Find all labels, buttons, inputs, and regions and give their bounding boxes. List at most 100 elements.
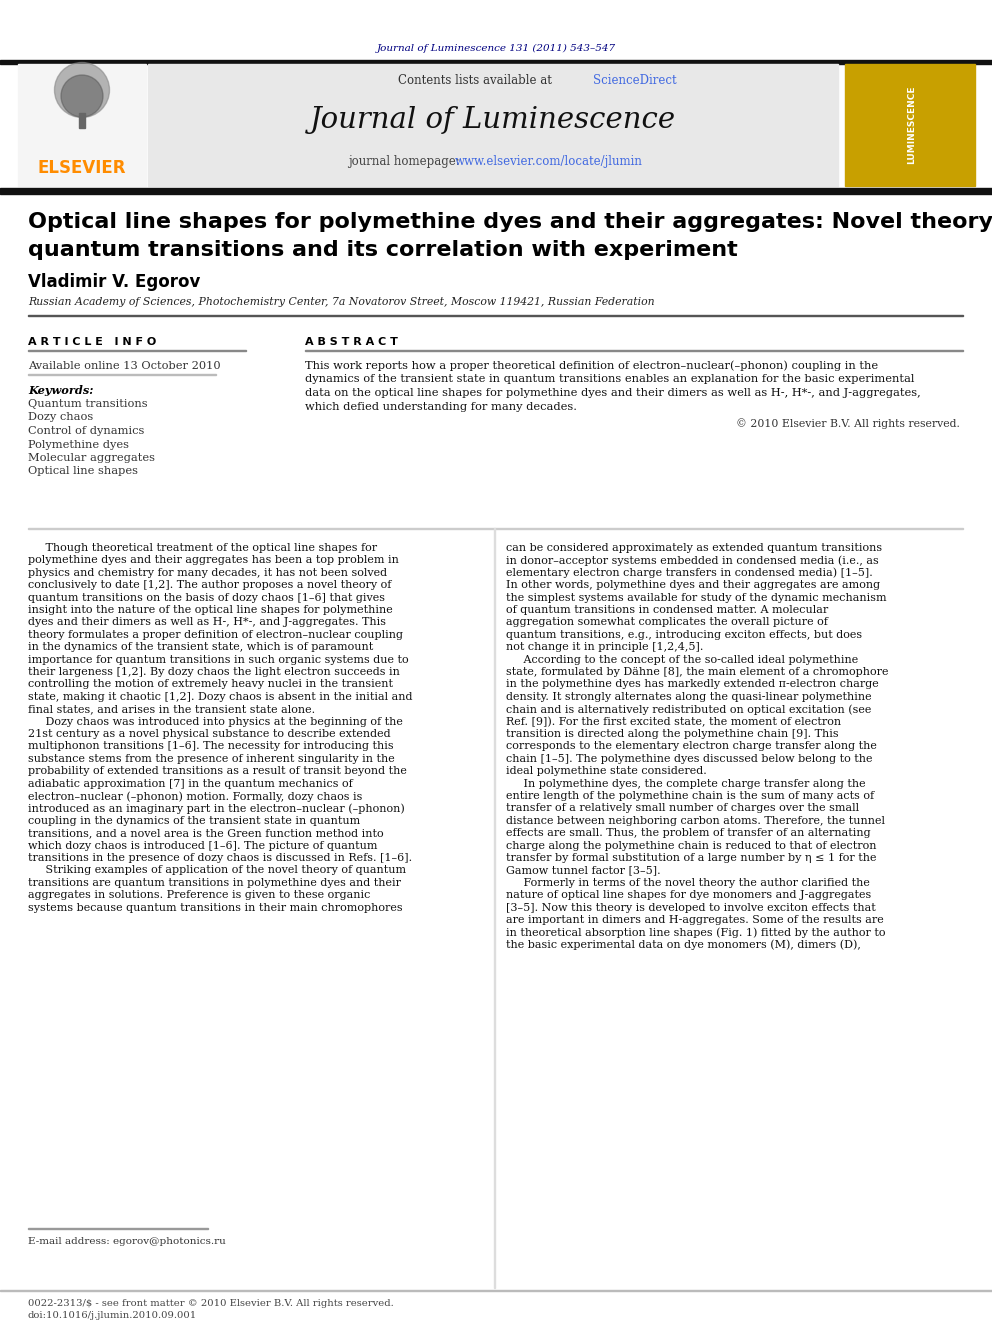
Text: the basic experimental data on dye monomers (M), dimers (D),: the basic experimental data on dye monom… [506,939,861,950]
Text: in theoretical absorption line shapes (Fig. 1) fitted by the author to: in theoretical absorption line shapes (F… [506,927,886,938]
Text: Molecular aggregates: Molecular aggregates [28,452,155,463]
Text: In other words, polymethine dyes and their aggregates are among: In other words, polymethine dyes and the… [506,581,880,590]
Text: aggregation somewhat complicates the overall picture of: aggregation somewhat complicates the ove… [506,618,828,627]
Text: Control of dynamics: Control of dynamics [28,426,145,437]
Text: which defied understanding for many decades.: which defied understanding for many deca… [305,401,577,411]
Text: © 2010 Elsevier B.V. All rights reserved.: © 2010 Elsevier B.V. All rights reserved… [736,418,960,430]
Text: journal homepage:: journal homepage: [348,156,463,168]
Text: elementary electron charge transfers in condensed media) [1–5].: elementary electron charge transfers in … [506,568,873,578]
Text: 21st century as a novel physical substance to describe extended: 21st century as a novel physical substan… [28,729,391,740]
Text: which dozy chaos is introduced [1–6]. The picture of quantum: which dozy chaos is introduced [1–6]. Th… [28,840,378,851]
Text: density. It strongly alternates along the quasi-linear polymethine: density. It strongly alternates along th… [506,692,872,701]
Text: final states, and arises in the transient state alone.: final states, and arises in the transien… [28,704,315,714]
Text: Ref. [9]). For the first excited state, the moment of electron: Ref. [9]). For the first excited state, … [506,717,841,726]
Bar [79,112,85,128]
Text: Journal of Luminescence: Journal of Luminescence [310,106,677,134]
Text: ideal polymethine state considered.: ideal polymethine state considered. [506,766,706,777]
Text: entire length of the polymethine chain is the sum of many acts of: entire length of the polymethine chain i… [506,791,874,800]
Text: importance for quantum transitions in such organic systems due to: importance for quantum transitions in su… [28,655,409,664]
Text: transfer of a relatively small number of charges over the small: transfer of a relatively small number of… [506,803,859,814]
Text: not change it in principle [1,2,4,5].: not change it in principle [1,2,4,5]. [506,642,703,652]
Text: conclusively to date [1,2]. The author proposes a novel theory of: conclusively to date [1,2]. The author p… [28,581,392,590]
Text: E-mail address: egorov@photonics.ru: E-mail address: egorov@photonics.ru [28,1237,226,1246]
Text: adiabatic approximation [7] in the quantum mechanics of: adiabatic approximation [7] in the quant… [28,779,353,789]
Text: According to the concept of the so-called ideal polymethine: According to the concept of the so-calle… [506,655,858,664]
Text: probability of extended transitions as a result of transit beyond the: probability of extended transitions as a… [28,766,407,777]
Text: Optical line shapes for polymethine dyes and their aggregates: Novel theory of: Optical line shapes for polymethine dyes… [28,212,992,232]
Text: Vladimir V. Egorov: Vladimir V. Egorov [28,273,200,291]
Text: can be considered approximately as extended quantum transitions: can be considered approximately as exten… [506,542,882,553]
Text: in donor–acceptor systems embedded in condensed media (i.e., as: in donor–acceptor systems embedded in co… [506,556,879,566]
Text: their largeness [1,2]. By dozy chaos the light electron succeeds in: their largeness [1,2]. By dozy chaos the… [28,667,400,677]
Text: doi:10.1016/j.jlumin.2010.09.001: doi:10.1016/j.jlumin.2010.09.001 [28,1311,197,1319]
Text: data on the optical line shapes for polymethine dyes and their dimers as well as: data on the optical line shapes for poly… [305,388,921,398]
Bar [148,64,838,187]
Text: Dozy chaos: Dozy chaos [28,413,93,422]
Text: Formerly in terms of the novel theory the author clarified the: Formerly in terms of the novel theory th… [506,877,870,888]
Text: quantum transitions, e.g., introducing exciton effects, but does: quantum transitions, e.g., introducing e… [506,630,862,640]
Bar [18,64,146,187]
Text: are important in dimers and H-aggregates. Some of the results are: are important in dimers and H-aggregates… [506,916,884,925]
Bar [0,188,992,194]
Text: of quantum transitions in condensed matter. A molecular: of quantum transitions in condensed matt… [506,605,828,615]
Text: Russian Academy of Sciences, Photochemistry Center, 7a Novatorov Street, Moscow : Russian Academy of Sciences, Photochemis… [28,296,655,307]
Bar [0,60,992,64]
Text: nature of optical line shapes for dye monomers and J-aggregates: nature of optical line shapes for dye mo… [506,890,871,900]
Text: transfer by formal substitution of a large number by η ≤ 1 for the: transfer by formal substitution of a lar… [506,853,877,863]
Text: Journal of Luminescence 131 (2011) 543–547: Journal of Luminescence 131 (2011) 543–5… [376,44,616,53]
Text: multiphonon transitions [1–6]. The necessity for introducing this: multiphonon transitions [1–6]. The neces… [28,741,394,751]
Text: effects are small. Thus, the problem of transfer of an alternating: effects are small. Thus, the problem of … [506,828,871,839]
Text: transitions are quantum transitions in polymethine dyes and their: transitions are quantum transitions in p… [28,877,401,888]
Text: Polymethine dyes: Polymethine dyes [28,439,129,450]
Text: A R T I C L E   I N F O: A R T I C L E I N F O [28,337,157,347]
Text: Dozy chaos was introduced into physics at the beginning of the: Dozy chaos was introduced into physics a… [28,717,403,726]
Text: corresponds to the elementary electron charge transfer along the: corresponds to the elementary electron c… [506,741,877,751]
Text: Contents lists available at: Contents lists available at [398,74,556,86]
Text: systems because quantum transitions in their main chromophores: systems because quantum transitions in t… [28,902,403,913]
Text: Gamow tunnel factor [3–5].: Gamow tunnel factor [3–5]. [506,865,661,876]
Text: In polymethine dyes, the complete charge transfer along the: In polymethine dyes, the complete charge… [506,779,866,789]
Text: distance between neighboring carbon atoms. Therefore, the tunnel: distance between neighboring carbon atom… [506,816,885,826]
Text: aggregates in solutions. Preference is given to these organic: aggregates in solutions. Preference is g… [28,890,370,900]
Ellipse shape [55,62,109,118]
Text: physics and chemistry for many decades, it has not been solved: physics and chemistry for many decades, … [28,568,387,578]
Text: Striking examples of application of the novel theory of quantum: Striking examples of application of the … [28,865,406,876]
Text: transitions, and a novel area is the Green function method into: transitions, and a novel area is the Gre… [28,828,384,839]
Text: state, making it chaotic [1,2]. Dozy chaos is absent in the initial and: state, making it chaotic [1,2]. Dozy cha… [28,692,413,701]
Text: in the dynamics of the transient state, which is of paramount: in the dynamics of the transient state, … [28,642,373,652]
Text: Available online 13 October 2010: Available online 13 October 2010 [28,361,220,370]
Text: Keywords:: Keywords: [28,385,93,396]
Text: electron–nuclear (–phonon) motion. Formally, dozy chaos is: electron–nuclear (–phonon) motion. Forma… [28,791,362,802]
Text: [3–5]. Now this theory is developed to involve exciton effects that: [3–5]. Now this theory is developed to i… [506,902,876,913]
Text: Optical line shapes: Optical line shapes [28,467,138,476]
Text: the simplest systems available for study of the dynamic mechanism: the simplest systems available for study… [506,593,887,602]
Text: polymethine dyes and their aggregates has been a top problem in: polymethine dyes and their aggregates ha… [28,556,399,565]
Ellipse shape [61,75,103,116]
Text: state, formulated by Dähne [8], the main element of a chromophore: state, formulated by Dähne [8], the main… [506,667,889,677]
Text: ScienceDirect: ScienceDirect [593,74,677,86]
Text: insight into the nature of the optical line shapes for polymethine: insight into the nature of the optical l… [28,605,393,615]
Text: This work reports how a proper theoretical definition of electron–nuclear(–phono: This work reports how a proper theoretic… [305,361,878,372]
Text: chain [1–5]. The polymethine dyes discussed below belong to the: chain [1–5]. The polymethine dyes discus… [506,754,873,763]
Text: ELSEVIER: ELSEVIER [38,159,126,177]
Text: www.elsevier.com/locate/jlumin: www.elsevier.com/locate/jlumin [455,156,643,168]
Text: Though theoretical treatment of the optical line shapes for: Though theoretical treatment of the opti… [28,542,377,553]
Text: introduced as an imaginary part in the electron–nuclear (–phonon): introduced as an imaginary part in the e… [28,803,405,814]
Text: theory formulates a proper definition of electron–nuclear coupling: theory formulates a proper definition of… [28,630,403,640]
Text: substance stems from the presence of inherent singularity in the: substance stems from the presence of inh… [28,754,395,763]
Text: transition is directed along the polymethine chain [9]. This: transition is directed along the polymet… [506,729,838,740]
Bar [845,64,975,187]
Text: quantum transitions on the basis of dozy chaos [1–6] that gives: quantum transitions on the basis of dozy… [28,593,385,602]
Text: chain and is alternatively redistributed on optical excitation (see: chain and is alternatively redistributed… [506,704,871,714]
Text: A B S T R A C T: A B S T R A C T [305,337,398,347]
Text: quantum transitions and its correlation with experiment: quantum transitions and its correlation … [28,239,738,261]
Text: transitions in the presence of dozy chaos is discussed in Refs. [1–6].: transitions in the presence of dozy chao… [28,853,412,863]
Text: charge along the polymethine chain is reduced to that of electron: charge along the polymethine chain is re… [506,840,877,851]
Text: 0022-2313/$ - see front matter © 2010 Elsevier B.V. All rights reserved.: 0022-2313/$ - see front matter © 2010 El… [28,1298,394,1307]
Text: dynamics of the transient state in quantum transitions enables an explanation fo: dynamics of the transient state in quant… [305,374,915,385]
Text: controlling the motion of extremely heavy nuclei in the transient: controlling the motion of extremely heav… [28,680,393,689]
Text: Quantum transitions: Quantum transitions [28,400,148,409]
Text: coupling in the dynamics of the transient state in quantum: coupling in the dynamics of the transien… [28,816,360,826]
Text: in the polymethine dyes has markedly extended π-electron charge: in the polymethine dyes has markedly ext… [506,680,879,689]
Text: LUMINESCENCE: LUMINESCENCE [908,86,917,164]
